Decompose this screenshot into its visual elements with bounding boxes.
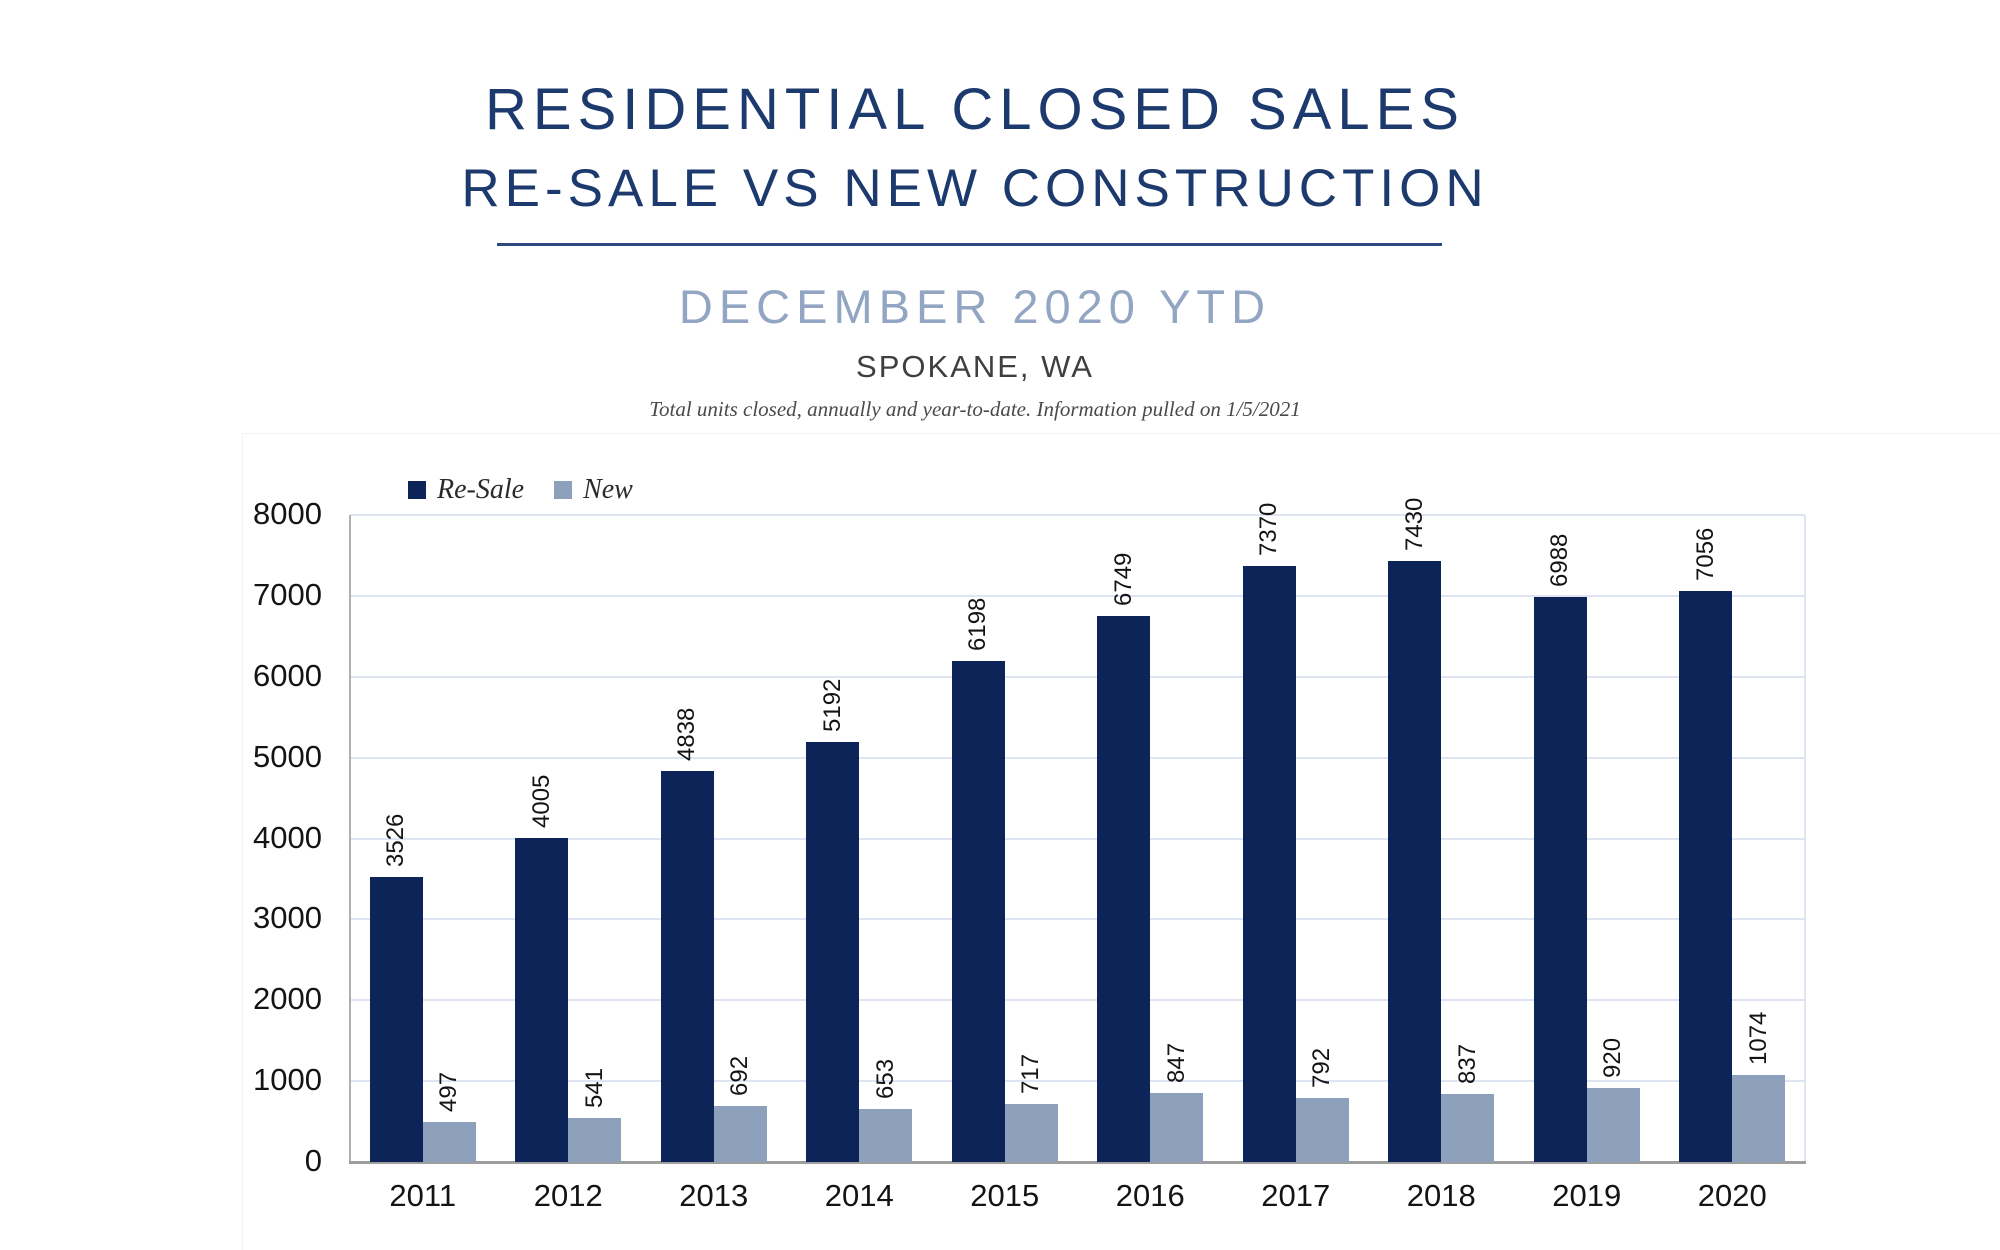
y-axis-label: 1000: [253, 1062, 322, 1098]
bar-resale: [1679, 591, 1733, 1162]
x-axis-label: 2020: [1697, 1178, 1767, 1213]
bar-value-label: 1074: [1744, 1011, 1772, 1066]
bar-value-label: 4838: [673, 707, 701, 761]
y-axis-label: 4000: [253, 819, 322, 855]
bar-value-label: 3526: [382, 813, 410, 867]
bar-value-label: 4005: [527, 774, 555, 829]
page-title: RESIDENTIAL CLOSED SALES: [485, 77, 1465, 142]
y-axis-line: [349, 515, 351, 1164]
y-axis-label: 2000: [253, 981, 322, 1017]
bar-value-label: 920: [1599, 1037, 1627, 1078]
legend-label-new: New: [583, 474, 633, 505]
bar-new: [1004, 1104, 1058, 1162]
chart-legend: Re-Sale New: [408, 474, 633, 506]
y-axis-label: 6000: [253, 657, 322, 693]
bar-new: [1150, 1093, 1204, 1162]
bar-resale: [951, 660, 1005, 1162]
bar-value-label: 6198: [964, 597, 992, 651]
bar-value-label: 837: [1453, 1044, 1481, 1085]
bar-new: [1586, 1087, 1640, 1162]
bar-value-label: 653: [871, 1059, 899, 1100]
bar-resale: [515, 838, 569, 1162]
bar-value-label: 541: [580, 1068, 608, 1109]
x-axis-label: 2015: [970, 1178, 1040, 1213]
bar-resale: [806, 742, 860, 1162]
bar-value-label: 847: [1162, 1043, 1190, 1084]
title-divider: [497, 243, 1442, 246]
period-label: DECEMBER 2020 YTD: [678, 280, 1272, 333]
x-axis-label: 2011: [389, 1178, 457, 1213]
bar-value-label: 6988: [1546, 533, 1574, 587]
new-swatch-icon: [554, 481, 573, 499]
bar-value-label: 5192: [818, 678, 846, 733]
gridline: [350, 756, 1805, 759]
y-axis-label: 8000: [253, 496, 322, 531]
location-label: SPOKANE, WA: [856, 349, 1094, 384]
bar-new: [422, 1121, 476, 1162]
x-axis-label: 2013: [679, 1178, 749, 1213]
bar-value-label: 7430: [1400, 497, 1428, 552]
gridline: [350, 675, 1805, 678]
bar-resale: [1388, 561, 1442, 1162]
resale-swatch-icon: [408, 481, 426, 499]
gridline: [350, 999, 1805, 1002]
x-axis-label: 2014: [824, 1178, 894, 1213]
plot-right-border: [1804, 515, 1806, 1162]
x-axis-label: 2017: [1261, 1178, 1331, 1213]
bar-resale: [369, 876, 423, 1162]
y-axis-label: 7000: [253, 576, 322, 612]
bar-new: [1295, 1097, 1349, 1162]
bar-value-label: 6749: [1109, 552, 1137, 607]
bar-value-label: 7370: [1255, 502, 1283, 556]
gridline: [350, 837, 1805, 840]
bar-new: [713, 1106, 767, 1162]
y-axis-label: 5000: [253, 738, 322, 774]
bar-resale: [1097, 616, 1151, 1162]
bar-resale: [1242, 565, 1296, 1162]
y-axis-label: 0: [304, 1143, 322, 1178]
bar-value-label: 717: [1017, 1053, 1045, 1094]
legend-item-resale: Re-Sale: [408, 474, 524, 506]
x-axis-label: 2019: [1552, 1178, 1622, 1213]
bar-resale: [1533, 596, 1587, 1162]
bar-new: [1732, 1075, 1786, 1162]
bar-value-label: 7056: [1691, 527, 1719, 582]
page-subtitle: RE-SALE VS NEW CONSTRUCTION: [461, 159, 1489, 218]
gridline: [350, 918, 1805, 921]
x-axis-label: 2012: [533, 1178, 603, 1213]
x-axis-label: 2018: [1406, 1178, 1476, 1213]
bar-value-label: 692: [726, 1055, 754, 1097]
bar-resale: [660, 770, 714, 1162]
bar-new: [568, 1118, 622, 1162]
bar-new: [859, 1109, 913, 1162]
legend-label-resale: Re-Sale: [437, 474, 525, 505]
gridline: [350, 514, 1805, 516]
footnote: Total units closed, annually and year-to…: [649, 397, 1301, 421]
legend-item-new: New: [554, 474, 633, 506]
gridline: [350, 594, 1805, 597]
bar-value-label: 792: [1308, 1047, 1336, 1088]
gridline: [350, 1080, 1805, 1083]
x-axis-label: 2016: [1115, 1178, 1185, 1213]
bar-new: [1441, 1094, 1495, 1162]
x-axis-line: [349, 1161, 1806, 1164]
bar-value-label: 497: [435, 1071, 463, 1112]
y-axis-label: 3000: [253, 900, 322, 936]
